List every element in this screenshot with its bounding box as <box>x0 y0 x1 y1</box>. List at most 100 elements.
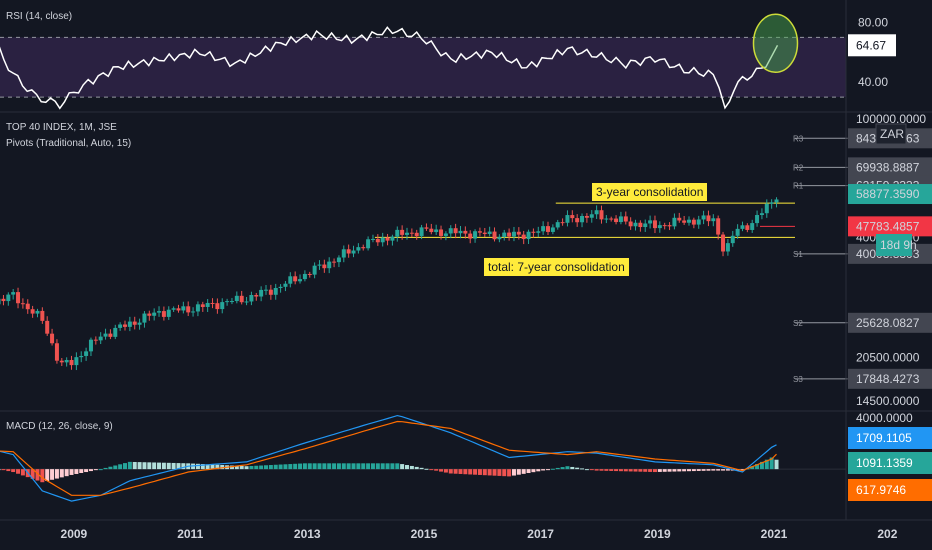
time-axis-label: 202 <box>877 527 897 541</box>
candle-body <box>453 228 458 234</box>
macd-histogram-bar <box>696 469 701 471</box>
candle-body <box>351 250 356 254</box>
macd-histogram-bar <box>701 469 706 471</box>
macd-histogram-bar <box>88 469 93 472</box>
pivot-label-s2: S2 <box>793 319 803 328</box>
candle-body <box>142 313 147 323</box>
macd-histogram-bar <box>312 463 317 470</box>
candle-body <box>546 226 550 232</box>
symbol-title[interactable]: TOP 40 INDEX, 1M, JSE <box>6 122 117 133</box>
candle-body <box>628 221 633 227</box>
candle-body <box>370 238 375 240</box>
candle-body <box>132 321 137 325</box>
pivots-indicator-title[interactable]: Pivots (Traditional, Auto, 15) <box>6 138 132 149</box>
rsi-band-fill <box>0 37 846 98</box>
candle-body <box>50 333 55 344</box>
candle-body <box>25 303 30 310</box>
macd-histogram-bar <box>380 463 385 470</box>
candle-body <box>215 303 220 310</box>
macd-histogram-bar <box>531 469 536 473</box>
macd-histogram-bar <box>30 469 35 479</box>
macd-histogram-bar <box>453 469 458 474</box>
macd-histogram-bar <box>1 469 6 471</box>
macd-histogram-bar <box>448 469 453 474</box>
macd-indicator-title[interactable]: MACD (12, 26, close, 9) <box>6 421 113 432</box>
macd-histogram-bar <box>166 462 171 470</box>
candle-body <box>584 215 589 218</box>
candle-body <box>667 225 672 227</box>
candle-body <box>735 228 740 236</box>
macd-histogram-bar <box>239 465 244 470</box>
macd-histogram-bar <box>443 469 448 473</box>
candle-body <box>657 225 662 229</box>
macd-histogram-bar <box>604 469 609 471</box>
macd-histogram-bar <box>171 462 176 470</box>
macd-histogram-bar <box>395 463 400 470</box>
candle-body <box>570 215 575 219</box>
macd-histogram-bar <box>132 461 137 470</box>
candle-body <box>127 321 132 327</box>
pivot-label-r3: R3 <box>793 134 804 143</box>
candle-body <box>458 230 463 234</box>
candle-body <box>181 306 186 311</box>
macd-histogram-bar <box>59 469 64 478</box>
candle-body <box>555 222 560 228</box>
candle-body <box>769 202 774 204</box>
macd-axis-tag <box>848 427 932 449</box>
candle-body <box>20 303 25 305</box>
candle-body <box>711 218 716 222</box>
macd-histogram-bar <box>161 462 166 470</box>
macd-histogram-bar <box>492 469 497 476</box>
macd-histogram-bar <box>118 464 123 470</box>
candle-body <box>687 219 691 223</box>
candle-body <box>682 220 687 223</box>
macd-histogram-bar <box>774 459 779 470</box>
macd-histogram-bar <box>657 469 662 472</box>
candle-body <box>327 261 332 269</box>
macd-histogram-bar <box>181 463 186 470</box>
macd-histogram-bar <box>618 469 623 472</box>
time-axis-label: 2017 <box>527 527 554 541</box>
candle-body <box>721 234 726 252</box>
macd-histogram-bar <box>458 469 463 474</box>
candle-body <box>487 231 492 235</box>
candle-body <box>497 236 502 240</box>
macd-histogram-bar <box>390 463 395 470</box>
macd-histogram-bar <box>711 469 716 471</box>
candle-body <box>390 236 395 241</box>
candle-body <box>356 247 361 251</box>
countdown-label: 18d 9h <box>880 238 917 252</box>
candle-body <box>526 231 531 240</box>
candle-body <box>84 351 89 356</box>
time-axis-label: 2009 <box>61 527 88 541</box>
rsi-indicator-title[interactable]: RSI (14, close) <box>6 11 73 22</box>
candle-body <box>536 231 541 233</box>
macd-histogram-bar <box>288 464 293 470</box>
macd-histogram-bar <box>366 463 371 470</box>
macd-axis-tag <box>848 452 932 474</box>
macd-histogram-bar <box>317 463 322 470</box>
macd-histogram-bar <box>482 469 487 476</box>
macd-histogram-bar <box>244 466 249 470</box>
macd-histogram-bar <box>259 465 264 470</box>
macd-histogram-bar <box>662 469 667 472</box>
macd-histogram-bar <box>370 463 375 470</box>
candle-body <box>575 218 580 223</box>
macd-histogram-bar <box>487 469 492 476</box>
macd-histogram-bar <box>740 469 745 471</box>
candle-body <box>648 220 653 224</box>
candle-body <box>614 218 619 223</box>
macd-histogram-bar <box>769 457 774 470</box>
macd-histogram-bar <box>609 469 614 471</box>
candle-body <box>759 213 764 216</box>
candle-body <box>414 232 419 237</box>
macd-histogram-bar <box>79 469 84 474</box>
macd-histogram-bar <box>409 465 414 470</box>
candle-body <box>424 227 429 229</box>
candle-body <box>774 199 779 203</box>
countdown-tag <box>876 234 912 256</box>
candle-body <box>477 231 482 233</box>
candle-body <box>278 286 283 289</box>
macd-histogram-bar <box>414 466 419 470</box>
